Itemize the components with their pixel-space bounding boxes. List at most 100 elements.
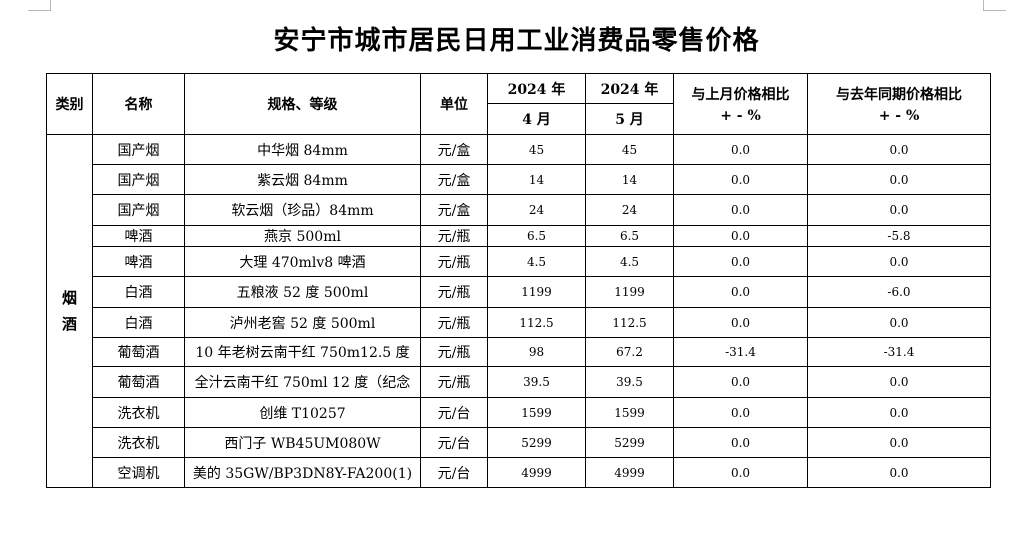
- price-april: 6.5: [487, 225, 586, 247]
- price-april: 24: [487, 194, 586, 226]
- item-spec: 软云烟（珍品）84mm: [184, 194, 421, 226]
- change-vs-last-year: 0.0: [807, 427, 991, 458]
- change-vs-last-year: 0.0: [807, 194, 991, 226]
- item-name: 白酒: [92, 307, 185, 338]
- change-vs-last-year: 0.0: [807, 397, 991, 428]
- price-april: 112.5: [487, 307, 586, 338]
- change-vs-last-month: 0.0: [673, 457, 808, 488]
- item-name: 国产烟: [92, 134, 185, 165]
- table-body: 烟酒 国产烟 中华烟 84mm 元/盒 45 45 0.0 0.0 国产烟 紫云烟 84mm 元/盒…: [46, 134, 991, 488]
- item-spec: 美的 35GW/BP3DN8Y-FA200(1): [184, 457, 421, 488]
- item-spec: 全汁云南干红 750ml 12 度（纪念: [184, 366, 421, 398]
- price-table: 类别 名称 规格、等级 单位 2024 年 2024 年 与上月价格相比 + -…: [46, 73, 991, 488]
- change-vs-last-month: 0.0: [673, 225, 808, 247]
- item-name: 洗衣机: [92, 427, 185, 458]
- price-may: 14: [585, 164, 674, 195]
- item-name: 啤酒: [92, 246, 185, 277]
- price-may: 45: [585, 134, 674, 165]
- item-spec: 紫云烟 84mm: [184, 164, 421, 195]
- table-row: 空调机 美的 35GW/BP3DN8Y-FA200(1) 元/台 4999 4999 0.…: [47, 457, 991, 488]
- change-vs-last-year: 0.0: [807, 307, 991, 338]
- category-cell: 烟酒: [46, 134, 93, 488]
- price-april: 4999: [487, 457, 586, 488]
- header-category: 类别: [46, 73, 93, 135]
- price-may: 4.5: [585, 246, 674, 277]
- item-unit: 元/盒: [420, 164, 488, 195]
- item-spec: 大理 470mlv8 啤酒: [184, 246, 421, 277]
- item-spec: 五粮液 52 度 500ml: [184, 276, 421, 308]
- item-spec: 泸州老窖 52 度 500ml: [184, 307, 421, 338]
- header-may-year: 2024 年: [585, 73, 674, 104]
- price-may: 39.5: [585, 366, 674, 398]
- table-row: 烟酒 国产烟 中华烟 84mm 元/盒 45 45 0.0 0.0: [46, 134, 991, 488]
- table-row: 国产烟 紫云烟 84mm 元/盒 14 14 0.0 0.0: [47, 164, 991, 195]
- change-vs-last-month: 0.0: [673, 164, 808, 195]
- price-may: 4999: [585, 457, 674, 488]
- category-label: 烟酒: [61, 289, 77, 333]
- header-yoy-title: 与去年同期价格相比: [836, 87, 962, 103]
- item-unit: 元/瓶: [420, 337, 488, 367]
- price-april: 14: [487, 164, 586, 195]
- item-name: 空调机: [92, 457, 185, 488]
- change-vs-last-month: -31.4: [673, 337, 808, 367]
- price-april: 4.5: [487, 246, 586, 277]
- price-may: 1599: [585, 397, 674, 428]
- change-vs-last-year: 0.0: [807, 164, 991, 195]
- item-unit: 元/台: [420, 427, 488, 458]
- item-spec: 10 年老树云南干红 750m12.5 度: [184, 337, 421, 367]
- item-unit: 元/瓶: [420, 246, 488, 277]
- change-vs-last-year: 0.0: [807, 457, 991, 488]
- item-name: 国产烟: [92, 194, 185, 226]
- change-vs-last-month: 0.0: [673, 397, 808, 428]
- item-unit: 元/盒: [420, 194, 488, 226]
- item-name: 白酒: [92, 276, 185, 308]
- price-may: 5299: [585, 427, 674, 458]
- header-mom-unit: + - %: [720, 108, 761, 124]
- item-unit: 元/台: [420, 397, 488, 428]
- item-unit: 元/瓶: [420, 276, 488, 308]
- price-april: 98: [487, 337, 586, 367]
- document-title: 安宁市城市居民日用工业消费品零售价格: [273, 26, 760, 56]
- price-april: 5299: [487, 427, 586, 458]
- page-corner-mark-left: [28, 0, 51, 11]
- item-spec: 中华烟 84mm: [184, 134, 421, 165]
- change-vs-last-month: 0.0: [673, 307, 808, 338]
- header-unit: 单位: [420, 73, 488, 135]
- change-vs-last-year: 0.0: [807, 366, 991, 398]
- change-vs-last-month: 0.0: [673, 246, 808, 277]
- item-name: 国产烟: [92, 164, 185, 195]
- header-mom-title: 与上月价格相比: [691, 87, 790, 103]
- table-row: 白酒 五粮液 52 度 500ml 元/瓶 1199 1199 0.0 -6.0: [47, 276, 991, 308]
- header-may-month: 5 月: [585, 103, 674, 135]
- table-row: 啤酒 燕京 500ml 元/瓶 6.5 6.5 0.0 -5.8: [47, 225, 991, 247]
- change-vs-last-year: -5.8: [807, 225, 991, 247]
- table-row: 洗衣机 西门子 WB45UM080W 元/台 5299 5299 0.0 0.0: [47, 427, 991, 458]
- header-yoy: 与去年同期价格相比 + - %: [807, 73, 991, 135]
- item-unit: 元/盒: [420, 134, 488, 165]
- item-spec: 西门子 WB45UM080W: [184, 427, 421, 458]
- header-apr-month: 4 月: [487, 103, 586, 135]
- change-vs-last-month: 0.0: [673, 134, 808, 165]
- item-unit: 元/台: [420, 457, 488, 488]
- change-vs-last-month: 0.0: [673, 194, 808, 226]
- item-unit: 元/瓶: [420, 366, 488, 398]
- header-name: 名称: [92, 73, 185, 135]
- item-unit: 元/瓶: [420, 225, 488, 247]
- header-spec: 规格、等级: [184, 73, 421, 135]
- change-vs-last-year: 0.0: [807, 246, 991, 277]
- change-vs-last-year: -6.0: [807, 276, 991, 308]
- table-row: 葡萄酒 10 年老树云南干红 750m12.5 度元/瓶 98 67.2 -31.4 -3…: [47, 337, 991, 367]
- price-april: 45: [487, 134, 586, 165]
- page-corner-mark-right: [983, 0, 1006, 11]
- item-spec: 创维 T10257: [184, 397, 421, 428]
- table-row: 洗衣机 创维 T10257 元/台 1599 1599 0.0 0.0: [47, 397, 991, 428]
- item-spec: 燕京 500ml: [184, 225, 421, 247]
- item-unit: 元/瓶: [420, 307, 488, 338]
- item-name: 葡萄酒: [92, 337, 185, 367]
- table-row: 白酒 泸州老窖 52 度 500ml 元/瓶 112.5 112.5 0.0 0.0: [47, 307, 991, 338]
- table-row: 啤酒 大理 470mlv8 啤酒 元/瓶 4.5 4.5 0.0 0.0: [47, 246, 991, 277]
- header-mom: 与上月价格相比 + - %: [673, 73, 808, 135]
- table-row: 葡萄酒 全汁云南干红 750ml 12 度（纪念 元/瓶 39.5 39.5 0.0 0.0: [47, 366, 991, 398]
- price-may: 24: [585, 194, 674, 226]
- change-vs-last-month: 0.0: [673, 276, 808, 308]
